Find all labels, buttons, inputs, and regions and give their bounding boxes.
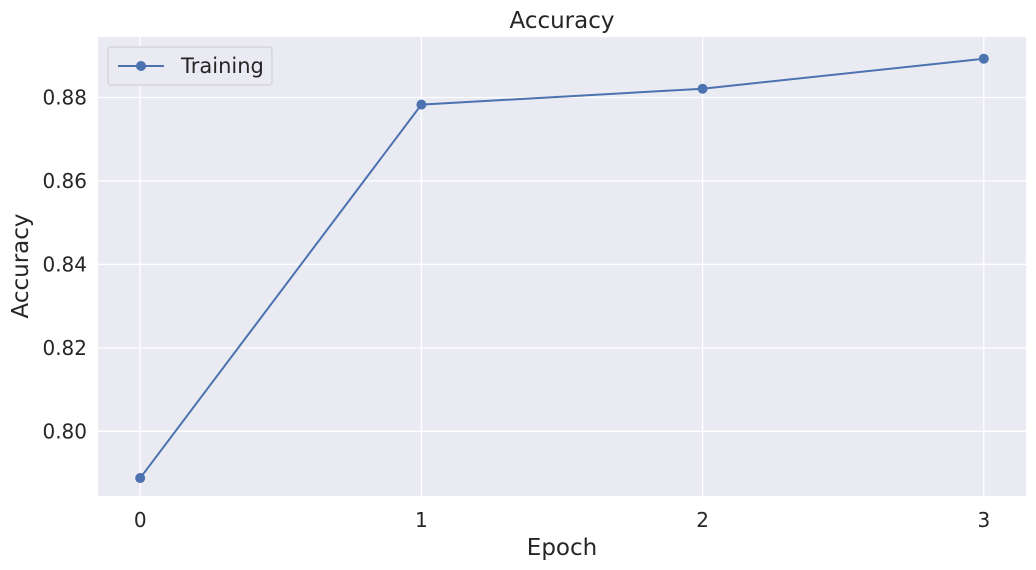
series-layer [135,53,989,484]
data-point [416,99,427,110]
legend-box [107,46,273,86]
x-tick-label: 0 [134,508,147,532]
chart-title: Accuracy [509,8,614,34]
x-tick-label: 2 [696,508,709,532]
legend: Training [107,46,273,86]
legend-marker-swatch [136,61,146,71]
legend-label-training: Training [180,54,264,78]
y-tick-label: 0.80 [42,419,87,443]
x-tick-label: 3 [977,508,990,532]
y-tick-label: 0.86 [42,169,87,193]
x-tick-labels: 0 1 2 3 [134,508,990,532]
y-tick-label: 0.84 [42,252,87,276]
plot-background [98,37,1026,496]
data-point [978,53,989,64]
x-axis-title: Epoch [527,535,597,561]
x-tick-label: 1 [415,508,428,532]
data-point [697,83,708,94]
y-tick-label: 0.82 [42,336,87,360]
x-gridlines [139,37,985,496]
y-tick-labels: 0.80 0.82 0.84 0.86 0.88 [42,86,87,444]
y-tick-label: 0.88 [42,86,87,110]
series-line-training [139,57,984,479]
y-axis-title: Accuracy [8,213,34,318]
data-point [135,473,146,484]
